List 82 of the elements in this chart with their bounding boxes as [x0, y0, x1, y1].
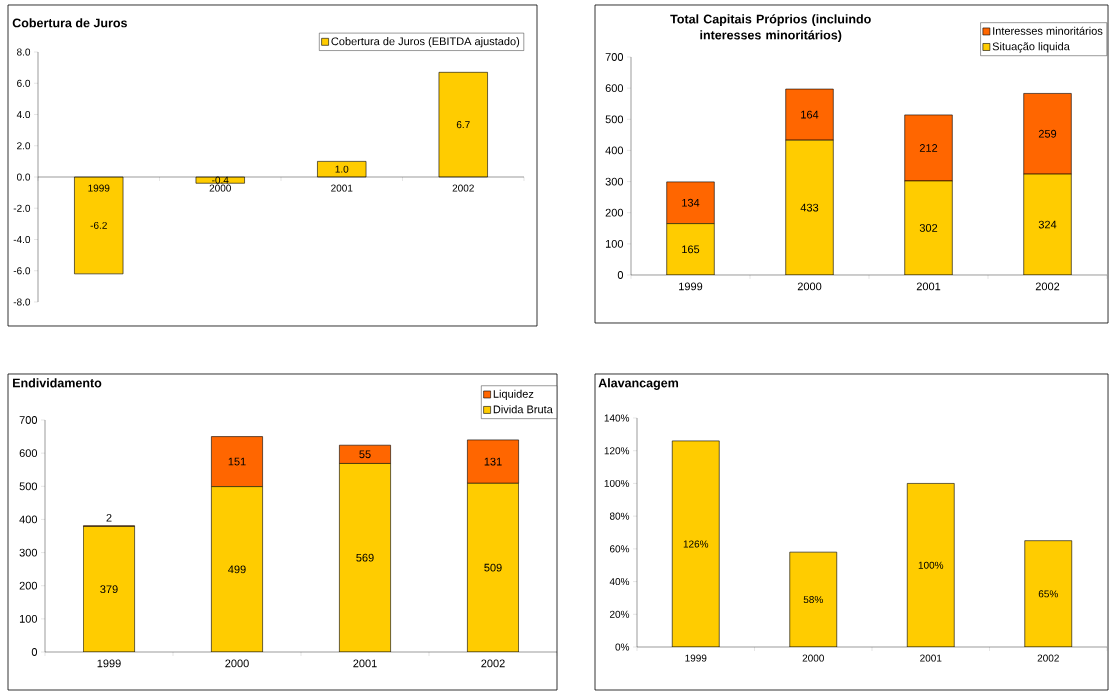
- x-tick-label: 2001: [920, 654, 942, 662]
- x-tick-label: 2002: [1035, 282, 1060, 291]
- y-tick-label: 0.0: [16, 173, 31, 181]
- y-tick-label: 200: [19, 581, 38, 590]
- chart-title: Total Capitais Próprios (incluindo interesses minoritários): [670, 14, 871, 42]
- x-tick-label: 2001: [916, 282, 941, 291]
- data-label: 379: [100, 585, 118, 594]
- x-tick-label: 2000: [802, 654, 824, 662]
- data-label: 499: [228, 565, 246, 574]
- y-tick-label: 300: [605, 177, 624, 186]
- y-tick-label: 100: [605, 239, 624, 248]
- y-tick-label: 0: [617, 271, 624, 279]
- data-label: 302: [919, 224, 938, 232]
- data-label: 509: [484, 563, 502, 572]
- y-tick-label: 80%: [609, 512, 630, 520]
- y-tick-label: 0%: [615, 643, 630, 651]
- y-tick-label: 4.0: [16, 110, 31, 119]
- y-tick-label: 2.0: [17, 142, 31, 150]
- y-tick-label: 120%: [604, 447, 630, 455]
- data-label: 164: [801, 110, 819, 119]
- data-label: 134: [682, 198, 700, 207]
- chart-title: Cobertura de Juros: [12, 18, 127, 28]
- data-label: 259: [1038, 129, 1057, 138]
- x-tick-label: 2002: [481, 659, 505, 668]
- x-tick-label: 2001: [353, 659, 377, 668]
- y-tick-label: 40%: [609, 578, 630, 586]
- x-tick-label: 2002: [452, 184, 474, 192]
- legend-label: Interesses minoritários: [993, 26, 1103, 35]
- data-label: -6.2: [90, 221, 107, 229]
- y-tick-label: 60%: [609, 545, 630, 553]
- data-label: 165: [682, 245, 700, 254]
- data-label: 569: [356, 553, 374, 562]
- y-tick-label: -4.0: [13, 235, 31, 244]
- x-tick-label: 2000: [209, 184, 231, 192]
- y-tick-label: 200: [605, 208, 624, 217]
- y-tick-label: 600: [19, 449, 38, 458]
- legend-label: Situação liquida: [992, 42, 1070, 53]
- x-tick-label: 1999: [88, 184, 110, 192]
- y-tick-label: 20%: [609, 610, 630, 618]
- data-label: 151: [228, 457, 246, 466]
- data-label: 324: [1038, 220, 1057, 229]
- x-tick-label: 1999: [685, 654, 707, 662]
- y-tick-label: 500: [605, 115, 624, 124]
- legend-label: Divida Bruta: [493, 405, 553, 414]
- y-tick-label: 500: [19, 482, 38, 491]
- data-label: -0.4: [212, 176, 229, 184]
- y-tick-label: 100%: [604, 479, 630, 487]
- data-label: 6.7: [456, 121, 470, 129]
- y-tick-label: 8.0: [17, 48, 31, 56]
- x-tick-label: 1999: [679, 282, 703, 291]
- y-tick-label: -2.0: [13, 204, 31, 212]
- y-tick-label: 100: [19, 614, 38, 623]
- y-tick-label: 300: [19, 548, 38, 557]
- data-label: 55: [359, 450, 371, 459]
- data-label: 2: [106, 513, 112, 522]
- y-tick-label: 600: [605, 84, 624, 93]
- chart-title: Endividamento: [13, 378, 102, 388]
- y-tick-label: -6.0: [13, 267, 31, 275]
- chart-title: Alavancagem: [598, 378, 679, 390]
- y-tick-label: 700: [19, 416, 38, 424]
- x-tick-label: 1999: [97, 659, 121, 668]
- x-tick-label: 2000: [225, 659, 249, 668]
- x-tick-label: 2002: [1037, 654, 1059, 662]
- y-tick-label: -8.0: [13, 298, 31, 306]
- data-label: 100%: [918, 561, 944, 569]
- data-label: 65%: [1038, 590, 1058, 598]
- legend-label: Liquidez: [493, 389, 534, 400]
- data-label: 131: [484, 457, 502, 466]
- data-label: 126%: [683, 540, 709, 548]
- data-label: 212: [919, 144, 938, 152]
- data-label: 433: [800, 203, 819, 212]
- data-label: 58%: [803, 596, 823, 604]
- y-tick-label: 400: [605, 146, 624, 155]
- x-tick-label: 2000: [797, 282, 822, 291]
- y-tick-label: 0: [31, 648, 38, 656]
- y-tick-label: 6.0: [17, 79, 31, 87]
- y-tick-label: 140%: [604, 414, 630, 422]
- data-label: 1.0: [335, 165, 349, 173]
- y-tick-label: 400: [19, 515, 38, 524]
- x-tick-label: 2001: [331, 184, 353, 192]
- legend-label: Cobertura de Juros (EBITDA ajustado): [331, 37, 520, 48]
- y-tick-label: 700: [605, 53, 624, 61]
